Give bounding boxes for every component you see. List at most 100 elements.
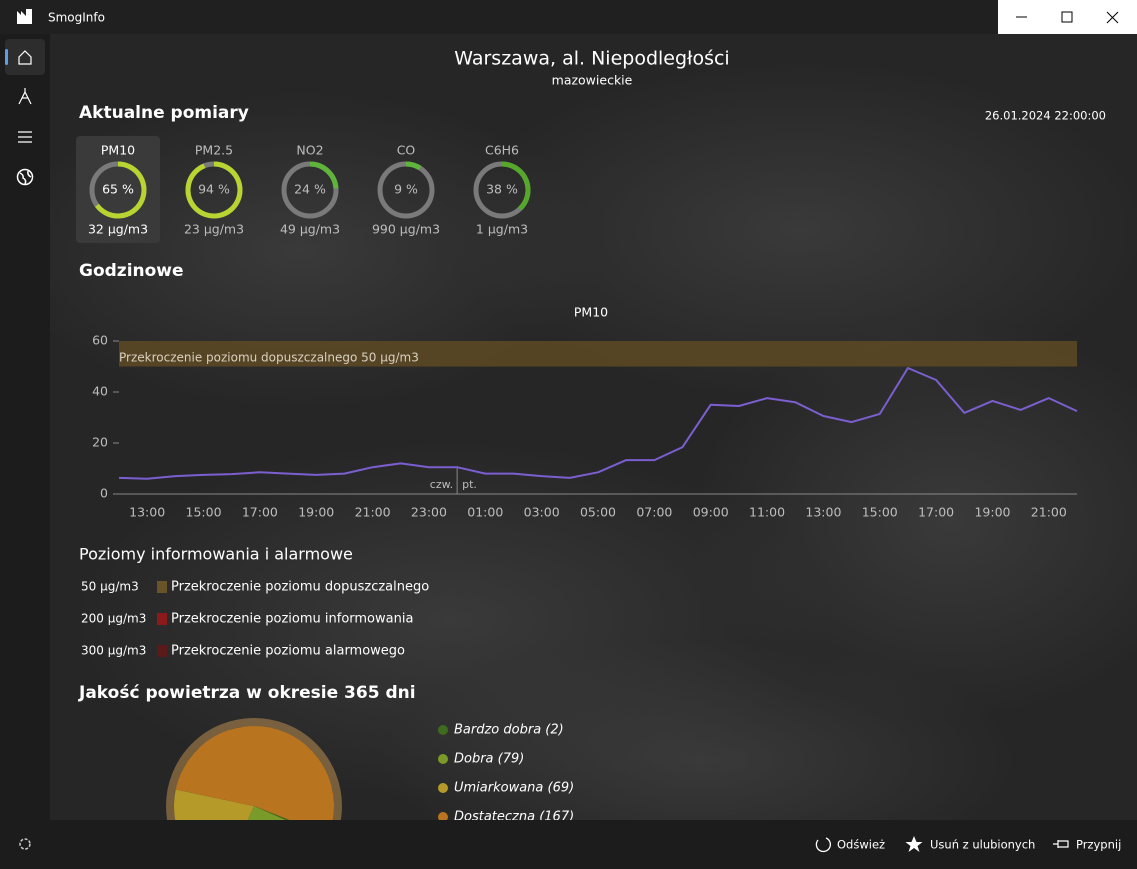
level-value: 200 µg/m3 xyxy=(81,612,146,626)
y-tick-label: 40 xyxy=(92,384,108,399)
sidebar xyxy=(0,34,50,820)
app-icon xyxy=(17,9,32,24)
x-tick-label: 05:00 xyxy=(580,505,616,520)
y-tick-label: 0 xyxy=(100,486,108,501)
section-heading: Aktualne pomiary xyxy=(79,103,249,123)
gauge-percent: 94 % xyxy=(198,182,230,197)
star-icon xyxy=(905,836,923,852)
pie-slice xyxy=(175,726,334,820)
x-tick-label: 15:00 xyxy=(862,505,898,520)
x-tick-label: 21:00 xyxy=(1031,505,1067,520)
x-tick-label: 11:00 xyxy=(749,505,785,520)
chart-title: PM10 xyxy=(574,305,608,320)
legend-dot xyxy=(438,812,448,820)
title-bar xyxy=(0,0,1137,34)
location-title: Warszawa, al. Niepodległości xyxy=(454,48,729,70)
x-tick-label: 23:00 xyxy=(411,505,447,520)
legend-label: Bardzo dobra (2) xyxy=(454,723,564,738)
nav-indicator xyxy=(5,49,8,65)
section-heading: Jakość powietrza w okresie 365 dni xyxy=(78,683,416,703)
gauge-amount: 1 µg/m3 xyxy=(476,222,528,237)
level-value: 300 µg/m3 xyxy=(81,644,146,658)
pie-slice xyxy=(174,789,254,820)
level-label: Przekroczenie poziomu alarmowego xyxy=(171,644,405,659)
x-tick-label: 17:00 xyxy=(242,505,278,520)
gauge-name: PM2.5 xyxy=(195,143,233,158)
gauge-amount: 32 µg/m3 xyxy=(88,222,148,237)
gauge-amount: 23 µg/m3 xyxy=(184,222,244,237)
x-tick-label: 13:00 xyxy=(129,505,165,520)
day-after: pt. xyxy=(462,478,477,491)
gauge-arc xyxy=(185,161,243,219)
gauge-arc xyxy=(94,161,147,219)
refresh-icon xyxy=(815,837,832,853)
maximize-button[interactable] xyxy=(1061,11,1073,23)
pie-slice xyxy=(254,806,290,820)
day-before: czw. xyxy=(430,478,453,491)
gauge-name: C6H6 xyxy=(485,143,519,158)
level-swatch xyxy=(157,613,167,625)
settings-button[interactable] xyxy=(19,838,31,850)
gauge-name: NO2 xyxy=(296,143,323,158)
x-tick-label: 13:00 xyxy=(805,505,841,520)
pin-button[interactable]: Przypnij xyxy=(1076,838,1121,852)
home-icon xyxy=(18,50,32,65)
legend-dot xyxy=(438,783,448,793)
x-tick-label: 01:00 xyxy=(467,505,503,520)
pin-icon xyxy=(1053,840,1069,848)
section-heading: Godzinowe xyxy=(79,261,184,281)
location-subtitle: mazowieckie xyxy=(552,73,633,88)
window-title: SmogInfo xyxy=(48,11,105,25)
gauge-name: CO xyxy=(397,143,416,158)
x-tick-label: 09:00 xyxy=(693,505,729,520)
cloud xyxy=(380,640,1020,820)
legend-label: Dostateczna (167) xyxy=(454,810,574,825)
gauge-arc xyxy=(309,161,339,189)
x-tick-label: 19:00 xyxy=(298,505,334,520)
level-swatch xyxy=(157,581,167,593)
selected-card xyxy=(76,136,160,243)
legend-label: Umiarkowana (69) xyxy=(454,781,574,796)
legend-dot xyxy=(438,754,448,764)
unfavorite-button[interactable]: Usuń z ulubionych xyxy=(930,838,1035,852)
legend-label: Dobra (79) xyxy=(454,752,524,767)
x-tick-label: 21:00 xyxy=(355,505,391,520)
threshold-band xyxy=(119,341,1077,367)
level-swatch xyxy=(157,645,167,657)
x-tick-label: 19:00 xyxy=(974,505,1010,520)
nav-list[interactable] xyxy=(18,131,32,143)
x-tick-label: 03:00 xyxy=(524,505,560,520)
nav-stations[interactable] xyxy=(18,88,32,105)
legend-dot xyxy=(438,725,448,735)
gauge-arc xyxy=(405,161,422,171)
x-tick-label: 15:00 xyxy=(186,505,222,520)
pie-rim xyxy=(166,718,342,820)
command-bar xyxy=(50,820,1137,869)
cloud xyxy=(450,60,1137,400)
gauge-arc xyxy=(501,161,531,211)
timestamp: 26.01.2024 22:00:00 xyxy=(985,109,1106,123)
gauge-percent: 24 % xyxy=(294,182,326,197)
nav-home[interactable] xyxy=(5,39,45,75)
y-tick-label: 20 xyxy=(92,435,108,450)
threshold-label: Przekroczenie poziomu dopuszczalnego 50 … xyxy=(119,351,419,365)
gauge-amount: 49 µg/m3 xyxy=(280,222,340,237)
content: Warszawa, al. Niepodległości mazowieckie… xyxy=(50,34,1137,825)
pie-slice xyxy=(247,806,286,820)
level-label: Przekroczenie poziomu dopuszczalnego xyxy=(171,580,429,595)
level-label: Przekroczenie poziomu informowania xyxy=(171,612,413,627)
nav-map[interactable] xyxy=(16,168,34,186)
gauge-percent: 38 % xyxy=(486,182,518,197)
gauge-name: PM10 xyxy=(101,143,135,158)
gauge-percent: 9 % xyxy=(394,182,418,197)
dynamic-content: PM10 65 % 32 µg/m3 PM2.5 94 % 23 µg/m3 NO2 24 %… xyxy=(76,136,1078,825)
x-tick-label: 07:00 xyxy=(636,505,672,520)
cloud xyxy=(50,90,600,410)
gauge-percent: 65 % xyxy=(102,182,134,197)
refresh-button[interactable]: Odśwież xyxy=(837,838,885,852)
level-value: 50 µg/m3 xyxy=(81,580,139,594)
globe-detail xyxy=(19,170,32,185)
close-button[interactable] xyxy=(1106,11,1119,24)
